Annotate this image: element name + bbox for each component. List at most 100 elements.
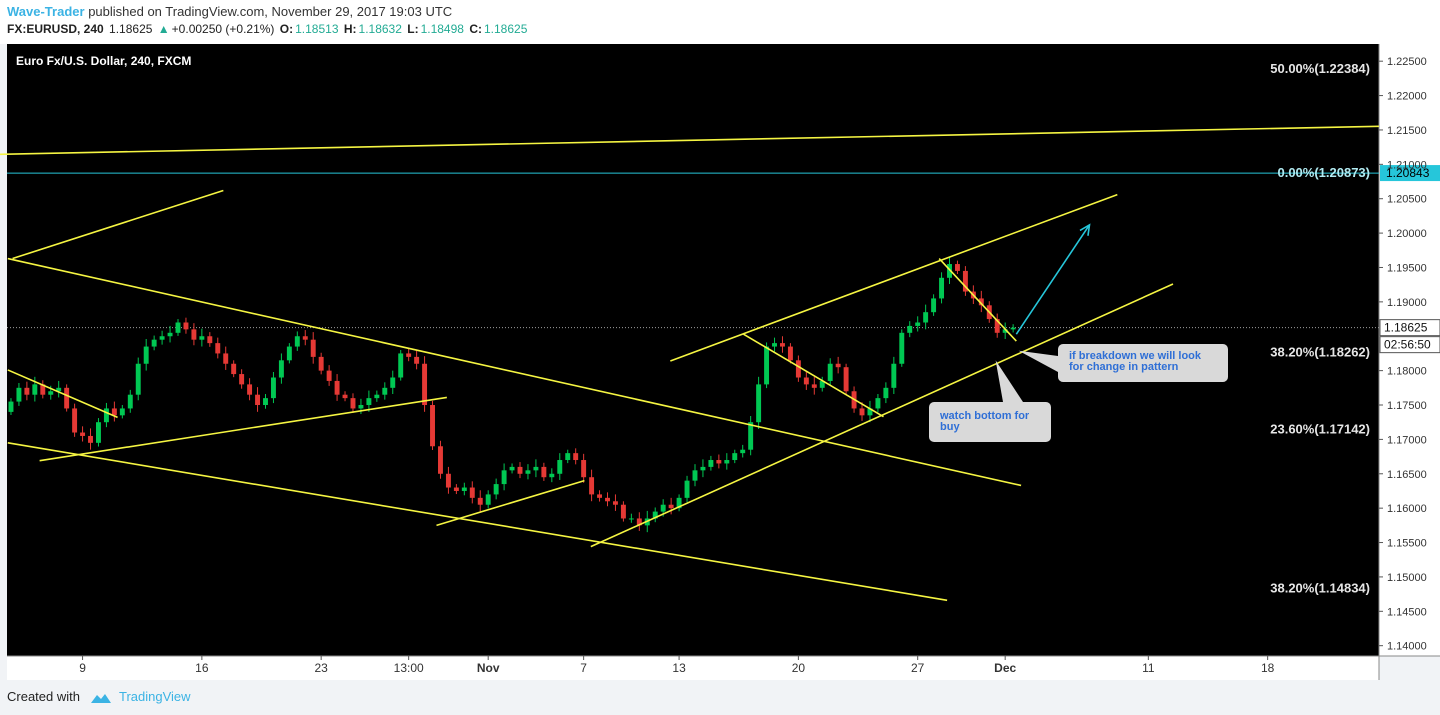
trendline-mid-nov-wedge-top[interactable] [743,333,884,418]
time-axis [7,656,1379,680]
trendline-late-nov-wedge-top[interactable] [938,257,1017,342]
y-tick-label: 1.14000 [1387,641,1427,653]
candle [103,402,109,428]
candle [16,383,22,406]
candle [207,332,213,347]
candle [422,356,428,412]
y-tick-label: 1.22000 [1387,91,1427,103]
trendline-upper-parallel-channel[interactable] [0,125,1380,156]
candle [1002,322,1008,339]
change-up-icon: ▲ [157,22,170,36]
candle [525,464,531,480]
tradingview-link[interactable]: TradingView [119,689,191,704]
candle [167,325,173,343]
candle [867,400,873,423]
candle [390,370,396,395]
candle [191,323,197,346]
candle [509,463,515,474]
candle [40,380,46,399]
y-tick-label: 1.20000 [1387,228,1427,240]
candle [430,400,435,450]
y-tick-label: 1.17500 [1387,400,1427,412]
candle [748,416,754,456]
candle [907,321,913,338]
candle [978,290,984,313]
last-price-badge-text: 1.18625 [1384,321,1428,335]
trendline-left-wedge-bottom[interactable] [39,396,447,462]
candle [939,272,945,304]
y-tick-label: 1.21000 [1387,159,1427,171]
low-value: 1.18498 [420,22,464,36]
author-link[interactable]: Wave-Trader [7,4,85,19]
candle [772,337,777,352]
trendline-rising-channel-top[interactable] [670,193,1118,362]
x-tick-label: Dec [994,661,1016,675]
candle [676,494,682,512]
candle [923,304,929,330]
candle [692,464,698,487]
candle [159,330,165,345]
candle [239,369,245,389]
x-tick-label: 16 [195,661,209,675]
fib-label-3: 23.60%(1.17142) [1270,422,1370,437]
candle [326,365,332,386]
candle [445,466,451,494]
candle [382,382,388,400]
candle [88,428,93,450]
close-value: 1.18625 [483,22,528,36]
candle [1010,324,1016,333]
candle [501,463,507,491]
watch-bottom-note-line: watch bottom for [939,410,1030,422]
candle [819,376,825,392]
candle [334,374,340,401]
candle [80,426,86,442]
candle [994,313,1000,338]
x-tick-label: 13:00 [394,661,424,675]
trendline-nov-bottom-rising[interactable] [436,479,585,527]
candle [294,331,300,351]
chart-header: Wave-Trader published on TradingView.com… [0,0,1440,44]
x-tick-label: 23 [314,661,328,675]
price-chart[interactable]: 50.00%(1.22384) 0.00%(1.20873) 38.20%(1.18… [0,44,1440,682]
x-tick-label: 27 [911,661,925,675]
candle [684,475,690,503]
candle [398,350,404,381]
candle [740,444,746,458]
candle [453,484,459,495]
candle [875,394,881,413]
candle [175,319,181,336]
candle [724,453,730,470]
candle [302,330,308,346]
y-tick-label: 1.21500 [1387,125,1427,137]
candle [278,353,284,384]
y-tick-label: 1.16500 [1387,469,1427,481]
projection-arrow[interactable] [1015,224,1091,335]
fib-label-0: 50.00%(1.22384) [1270,61,1370,76]
trendline-left-wedge-top[interactable] [7,369,118,419]
high-value: 1.18632 [358,22,402,36]
candle [318,352,324,375]
last-price: 1.18625 [109,22,153,36]
candle [8,398,14,415]
fib-axis-badge-text: 1.20843 [1386,166,1430,180]
trendline-descending-channel-bottom[interactable] [7,442,948,602]
candle [310,332,316,364]
candle [636,512,642,531]
x-tick-label: 20 [792,661,806,675]
trendline-left-rising-line[interactable] [12,189,224,260]
x-tick-label: 13 [672,661,686,675]
candle [549,468,555,483]
candle [493,478,499,500]
high-label: H: [343,22,357,36]
candle [827,358,833,386]
countdown-text: 02:56:50 [1384,338,1431,352]
trendline-descending-channel-top[interactable] [7,257,1022,487]
y-tick-label: 1.19000 [1387,297,1427,309]
candle [183,317,189,334]
candle [716,454,722,469]
candle [517,462,523,479]
y-tick-label: 1.16000 [1387,503,1427,515]
candle [366,390,372,412]
